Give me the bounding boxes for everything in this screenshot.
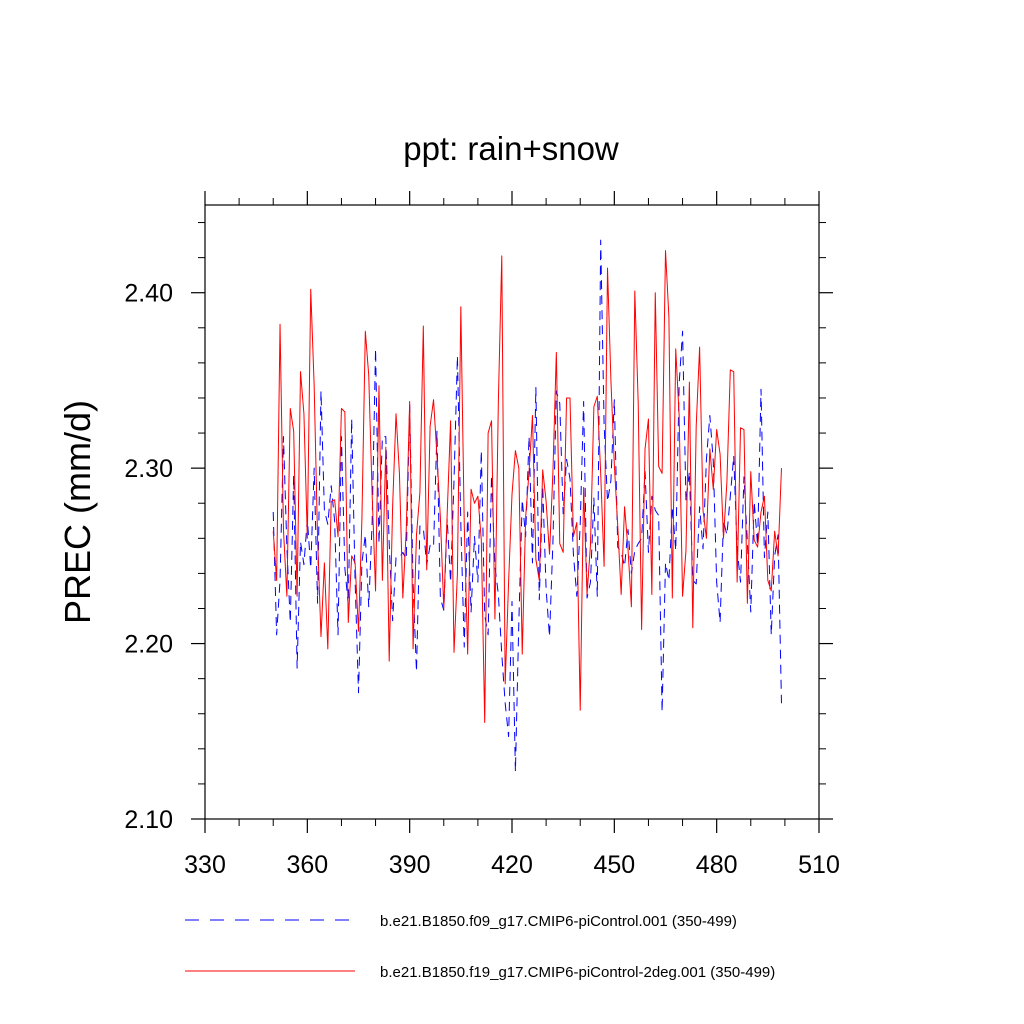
y-tick-label-2.20: 2.20 [124, 631, 173, 659]
x-tick-label-360: 360 [286, 851, 328, 879]
legend-label-control-f09: b.e21.B1850.f09_g17.CMIP6-piControl.001 … [380, 913, 737, 930]
x-tick-label-330: 330 [184, 851, 226, 879]
y-axis-label: PREC (mm/d) [57, 400, 98, 624]
x-tick-label-450: 450 [593, 851, 635, 879]
chart-title: ppt: rain+snow [403, 130, 619, 167]
series-line-control-2deg [272, 250, 782, 724]
y-tick-label-2.40: 2.40 [124, 280, 173, 308]
x-tick-label-420: 420 [491, 851, 533, 879]
axis-ticks: 330 360 390 420 450 480 510 2.10 2.20 2.30 2.40 [124, 191, 840, 879]
y-tick-label-2.10: 2.10 [124, 806, 173, 834]
x-tick-label-510: 510 [798, 851, 840, 879]
legend-label-control-2deg: b.e21.B1850.f19_g17.CMIP6-piControl-2deg… [380, 964, 775, 981]
x-tick-label-390: 390 [389, 851, 431, 879]
plot-frame [204, 204, 820, 820]
series-line-control-f09 [272, 239, 782, 773]
legend: b.e21.B1850.f09_g17.CMIP6-piControl.001 … [185, 913, 775, 981]
plot-series [272, 239, 782, 773]
x-tick-label-480: 480 [696, 851, 738, 879]
y-tick-label-2.30: 2.30 [124, 455, 173, 483]
